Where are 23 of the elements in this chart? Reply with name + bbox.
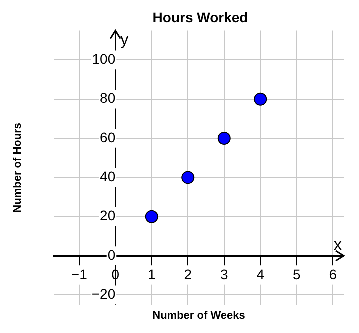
x-tick-label: 1	[148, 266, 156, 282]
y-tick-label: 0	[108, 246, 116, 263]
point	[145, 210, 158, 224]
annotation: x	[334, 237, 342, 254]
x-tick-label: 3	[220, 266, 228, 282]
point	[182, 171, 195, 184]
x-tick-label: 6	[329, 266, 338, 282]
x-tick-label: 5	[292, 266, 301, 282]
y-tick-label: 40	[100, 168, 116, 185]
y-tick-label: 100	[92, 51, 116, 68]
y-tick-label: 60	[100, 129, 116, 146]
x-axis-title: Number of Weeks	[152, 310, 246, 322]
point	[218, 132, 231, 146]
point	[254, 92, 268, 106]
y-tick-label: 80	[100, 90, 116, 106]
x-tick-label: 4	[256, 266, 265, 282]
y-axis-title: Number of Hours	[12, 122, 24, 213]
annotation: y	[120, 32, 129, 49]
x-tick-label: 2	[184, 266, 192, 282]
y-tick-label: 20	[100, 208, 116, 224]
y-tick-label: −20	[92, 286, 116, 302]
chart-title: Hours Worked	[152, 9, 248, 26]
x-tick-label: −1	[71, 266, 88, 282]
